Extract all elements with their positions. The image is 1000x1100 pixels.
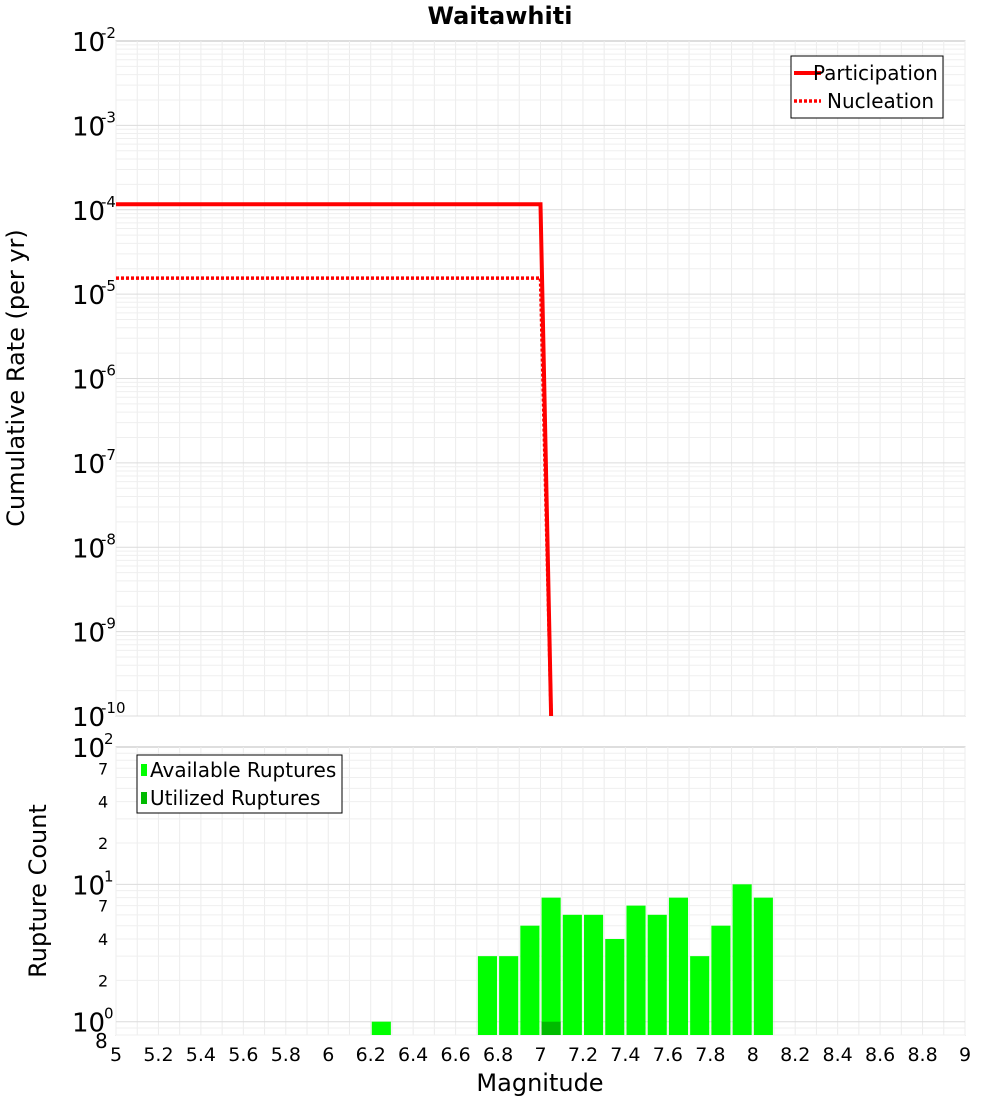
- bar-available-ruptures: [753, 897, 773, 1035]
- series-line-nucleation: [116, 276, 553, 717]
- y-tick-label-base: 10: [72, 450, 105, 480]
- rate-plot-grid: [115, 41, 966, 717]
- rate-plot-series: [116, 202, 554, 717]
- y-tick-label-exponent: 2: [104, 730, 114, 748]
- count-plot-legend: Available Ruptures Utilized Ruptures: [136, 754, 343, 814]
- y-tick-label-exponent: -3: [101, 108, 116, 126]
- bar-available-ruptures: [732, 884, 752, 1035]
- x-tick-label: 6.4: [398, 1044, 428, 1066]
- x-tick-label: 7: [534, 1044, 546, 1066]
- y-tick-label-minor: 4: [98, 793, 108, 812]
- bar-available-ruptures: [562, 914, 582, 1035]
- x-tick-label: 7.4: [610, 1044, 640, 1066]
- legend-label: Nucleation: [827, 89, 934, 113]
- x-tick-label: 6: [322, 1044, 334, 1066]
- chart-title: Waitawhiti: [428, 2, 573, 30]
- legend-label: Participation: [813, 61, 938, 85]
- bar-utilized-ruptures: [541, 1021, 561, 1035]
- y-tick-label-exponent: -2: [101, 24, 116, 42]
- y-tick-label-exponent: -6: [101, 362, 116, 380]
- x-tick-label: 5.8: [271, 1044, 301, 1066]
- bar-available-ruptures: [371, 1021, 391, 1035]
- x-tick-label: 8: [747, 1044, 759, 1066]
- x-tick-label: 5.2: [143, 1044, 173, 1066]
- legend-swatch-utilized-ruptures: [141, 792, 147, 804]
- x-tick-label: 7.8: [695, 1044, 725, 1066]
- bar-available-ruptures: [499, 956, 519, 1035]
- x-tick-label: 7.6: [653, 1044, 683, 1066]
- x-tick-label: 5.6: [228, 1044, 258, 1066]
- y-tick-label-exponent: -9: [101, 615, 116, 633]
- y-tick-label-base: 10: [72, 871, 105, 901]
- x-tick-label: 7.2: [568, 1044, 598, 1066]
- rate-plot-panel: 10-210-310-410-510-610-710-810-910-10 Pa…: [72, 24, 966, 733]
- legend-label: Available Ruptures: [150, 758, 336, 782]
- y-tick-label-base: 10: [72, 734, 105, 764]
- bar-available-ruptures: [626, 905, 646, 1035]
- legend-box: [136, 754, 343, 814]
- y-tick-label-minor: 8: [95, 1029, 108, 1053]
- y-tick-label-base: 10: [72, 703, 105, 733]
- y-tick-label-minor: 7: [98, 759, 108, 778]
- x-tick-label: 8.2: [780, 1044, 810, 1066]
- bar-available-ruptures: [605, 939, 625, 1035]
- bar-available-ruptures: [647, 914, 667, 1035]
- legend-label: Utilized Ruptures: [150, 786, 320, 810]
- x-tick-label: 9: [959, 1044, 971, 1066]
- y-tick-label-minor: 2: [98, 834, 108, 853]
- x-tick-label: 8.6: [865, 1044, 895, 1066]
- y-tick-label-base: 10: [72, 534, 105, 564]
- count-plot-grid: [115, 747, 966, 1036]
- y-tick-label-minor: 7: [98, 897, 108, 916]
- y-tick-label-base: 10: [72, 281, 105, 311]
- rate-plot-legend: Participation Nucleation: [790, 55, 944, 119]
- x-tick-label: 5: [110, 1044, 122, 1066]
- y-tick-label-exponent: -4: [101, 193, 116, 211]
- y-tick-label-base: 10: [72, 197, 105, 227]
- bar-available-ruptures: [541, 897, 561, 1035]
- y-tick-label-exponent: -7: [101, 446, 116, 464]
- legend-box: [790, 55, 944, 119]
- y-tick-label-base: 10: [72, 28, 105, 58]
- x-tick-label: 6.8: [483, 1044, 513, 1066]
- x-tick-label: 8.4: [823, 1044, 853, 1066]
- y-tick-label-exponent: -10: [101, 699, 126, 717]
- count-plot-y-axis-title: Rupture Count: [24, 804, 52, 978]
- y-tick-label-minor: 2: [98, 971, 108, 990]
- y-tick-label-base: 10: [72, 619, 105, 649]
- bar-available-ruptures: [584, 914, 604, 1035]
- bar-available-ruptures: [477, 956, 497, 1035]
- x-tick-label: 6.6: [440, 1044, 470, 1066]
- bar-available-ruptures: [711, 925, 731, 1035]
- rate-plot-y-ticks: 10-210-310-410-510-610-710-810-910-10: [72, 24, 126, 733]
- legend-swatch-available-ruptures: [141, 764, 147, 776]
- y-tick-label-exponent: -8: [101, 530, 116, 548]
- y-tick-label-exponent: -5: [101, 277, 116, 295]
- bar-available-ruptures: [668, 897, 689, 1035]
- y-tick-label-base: 10: [72, 112, 105, 142]
- y-tick-label-base: 10: [72, 1009, 105, 1039]
- count-plot-x-ticks: 5 5.2 5.4 5.6 5.8 6 6.2 6.4 6.6 6.8 7 7.2 7.4 7.6 7.8 8…: [110, 1044, 971, 1066]
- rate-plot-y-axis-title: Cumulative Rate (per yr): [2, 229, 30, 527]
- bar-available-ruptures: [690, 956, 710, 1035]
- count-plot-x-axis-title: Magnitude: [476, 1069, 603, 1097]
- y-tick-label-minor: 4: [98, 930, 108, 949]
- bar-available-ruptures: [520, 925, 540, 1035]
- x-tick-label: 8.8: [907, 1044, 937, 1066]
- x-tick-label: 5.4: [186, 1044, 216, 1066]
- y-tick-label-exponent: 1: [104, 867, 114, 885]
- y-tick-label-exponent: 0: [104, 1005, 114, 1023]
- count-plot-bars: [371, 884, 773, 1035]
- x-tick-label: 6.2: [356, 1044, 386, 1066]
- y-tick-label-base: 10: [72, 366, 105, 396]
